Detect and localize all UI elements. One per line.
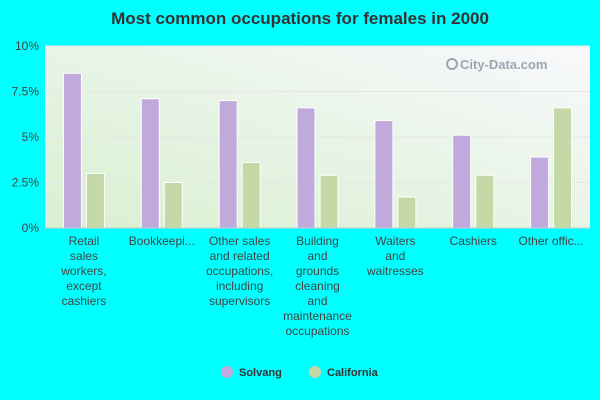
bar-california-4 (397, 196, 417, 229)
bar-california-0 (85, 172, 105, 229)
bar-solvang-1 (140, 98, 160, 229)
x-category-label-line: Other offic... (519, 234, 584, 248)
x-category-label-line: including (216, 279, 263, 293)
x-category-label-line: except (66, 279, 102, 293)
bar-solvang-0 (62, 72, 82, 229)
x-category-label-line: and (307, 249, 327, 263)
x-category-label: Other sales and related occupations, includ… (206, 234, 273, 308)
bar-solvang-5 (452, 134, 472, 229)
x-category-label-line: workers, (60, 264, 106, 278)
y-tick-label: 7.5% (12, 85, 40, 99)
y-tick-label: 2.5% (12, 176, 40, 190)
x-category-label-line: and (307, 294, 327, 308)
bar-california-2 (241, 161, 261, 229)
x-category-label-line: Building (296, 234, 339, 248)
chart-title: Most common occupations for females in 2… (111, 9, 489, 28)
x-category-label-line: cleaning (295, 279, 340, 293)
y-tick-label: 5% (22, 130, 40, 144)
x-category-label-line: and related (210, 249, 270, 263)
x-category-label: Bookkeepi... (129, 234, 195, 248)
legend-marker-california (309, 366, 321, 378)
x-category-label: Building and grounds cleaning and maintenance… (283, 234, 352, 338)
bar-solvang-2 (218, 100, 238, 229)
y-tick-label: 10% (15, 39, 39, 53)
bar-solvang-4 (374, 120, 394, 229)
x-category-label-line: Bookkeepi... (129, 234, 195, 248)
x-category-label: Other offic... (519, 234, 584, 248)
bars (62, 72, 573, 229)
x-category-label-line: sales (70, 249, 98, 263)
x-category-label: Retail sales workers, except cashiers (60, 234, 106, 308)
y-axis: 0% 2.5% 5% 7.5% 10% (12, 39, 40, 235)
x-category-label-line: and (385, 249, 405, 263)
x-category-label-line: Other sales (209, 234, 270, 248)
x-category-label-line: supervisors (209, 294, 270, 308)
watermark: City-Data.com (446, 57, 547, 72)
legend-marker-solvang (221, 366, 233, 378)
bar-california-1 (163, 182, 183, 229)
x-category-label-line: cashiers (62, 294, 107, 308)
x-category-label-line: Retail (69, 234, 100, 248)
x-category-label-line: Waiters (375, 234, 415, 248)
bar-solvang-3 (296, 107, 316, 229)
x-category-label-line: grounds (296, 264, 339, 278)
bar-california-3 (319, 174, 339, 229)
legend-label-solvang: Solvang (239, 367, 282, 379)
watermark-icon (446, 58, 458, 70)
x-category-label: Waiters and waitresses (366, 234, 424, 278)
x-category-label-line: maintenance (283, 309, 352, 323)
legend-label-california: California (327, 367, 379, 379)
bar-california-5 (475, 174, 495, 229)
x-category-label: Cashiers (450, 234, 497, 248)
legend: Solvang California (221, 366, 379, 379)
x-category-label-line: waitresses (366, 264, 424, 278)
x-axis: Retail sales workers, except cashiers Bookkee… (45, 227, 590, 338)
bar-california-6 (553, 107, 573, 229)
x-category-label-line: Cashiers (450, 234, 497, 248)
watermark-text: City-Data.com (460, 57, 547, 72)
x-category-label-line: occupations (285, 324, 349, 338)
x-category-label-line: occupations, (206, 264, 273, 278)
gridlines (45, 45, 590, 183)
bar-solvang-6 (530, 156, 550, 229)
y-tick-label: 0% (22, 221, 40, 235)
